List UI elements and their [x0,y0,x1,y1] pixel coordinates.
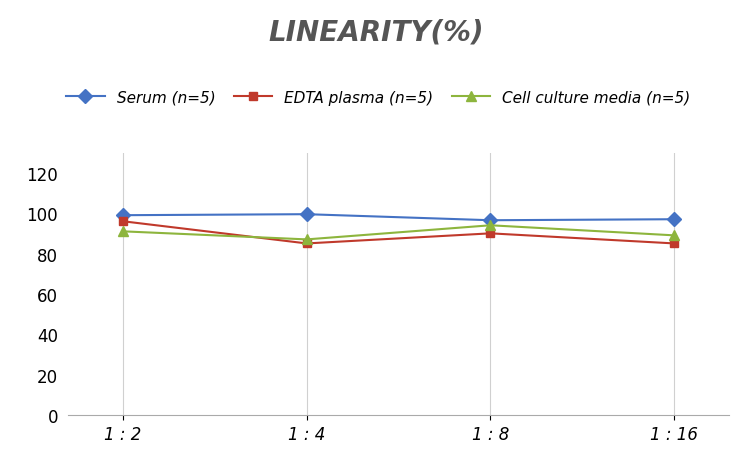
Line: Serum (n=5): Serum (n=5) [118,210,679,226]
Cell culture media (n=5) [118,229,127,235]
Cell culture media (n=5) [302,237,311,243]
Cell culture media (n=5) [670,233,679,239]
Text: LINEARITY(%): LINEARITY(%) [268,18,484,46]
Serum (n=5) [486,218,495,223]
Serum (n=5) [670,217,679,222]
Line: EDTA plasma (n=5): EDTA plasma (n=5) [119,217,678,248]
Serum (n=5) [302,212,311,217]
Serum (n=5) [118,213,127,218]
Line: Cell culture media (n=5): Cell culture media (n=5) [118,221,679,245]
Cell culture media (n=5) [486,223,495,229]
EDTA plasma (n=5) [302,241,311,247]
EDTA plasma (n=5) [670,241,679,247]
Legend: Serum (n=5), EDTA plasma (n=5), Cell culture media (n=5): Serum (n=5), EDTA plasma (n=5), Cell cul… [60,84,696,111]
EDTA plasma (n=5) [486,231,495,236]
EDTA plasma (n=5) [118,219,127,225]
